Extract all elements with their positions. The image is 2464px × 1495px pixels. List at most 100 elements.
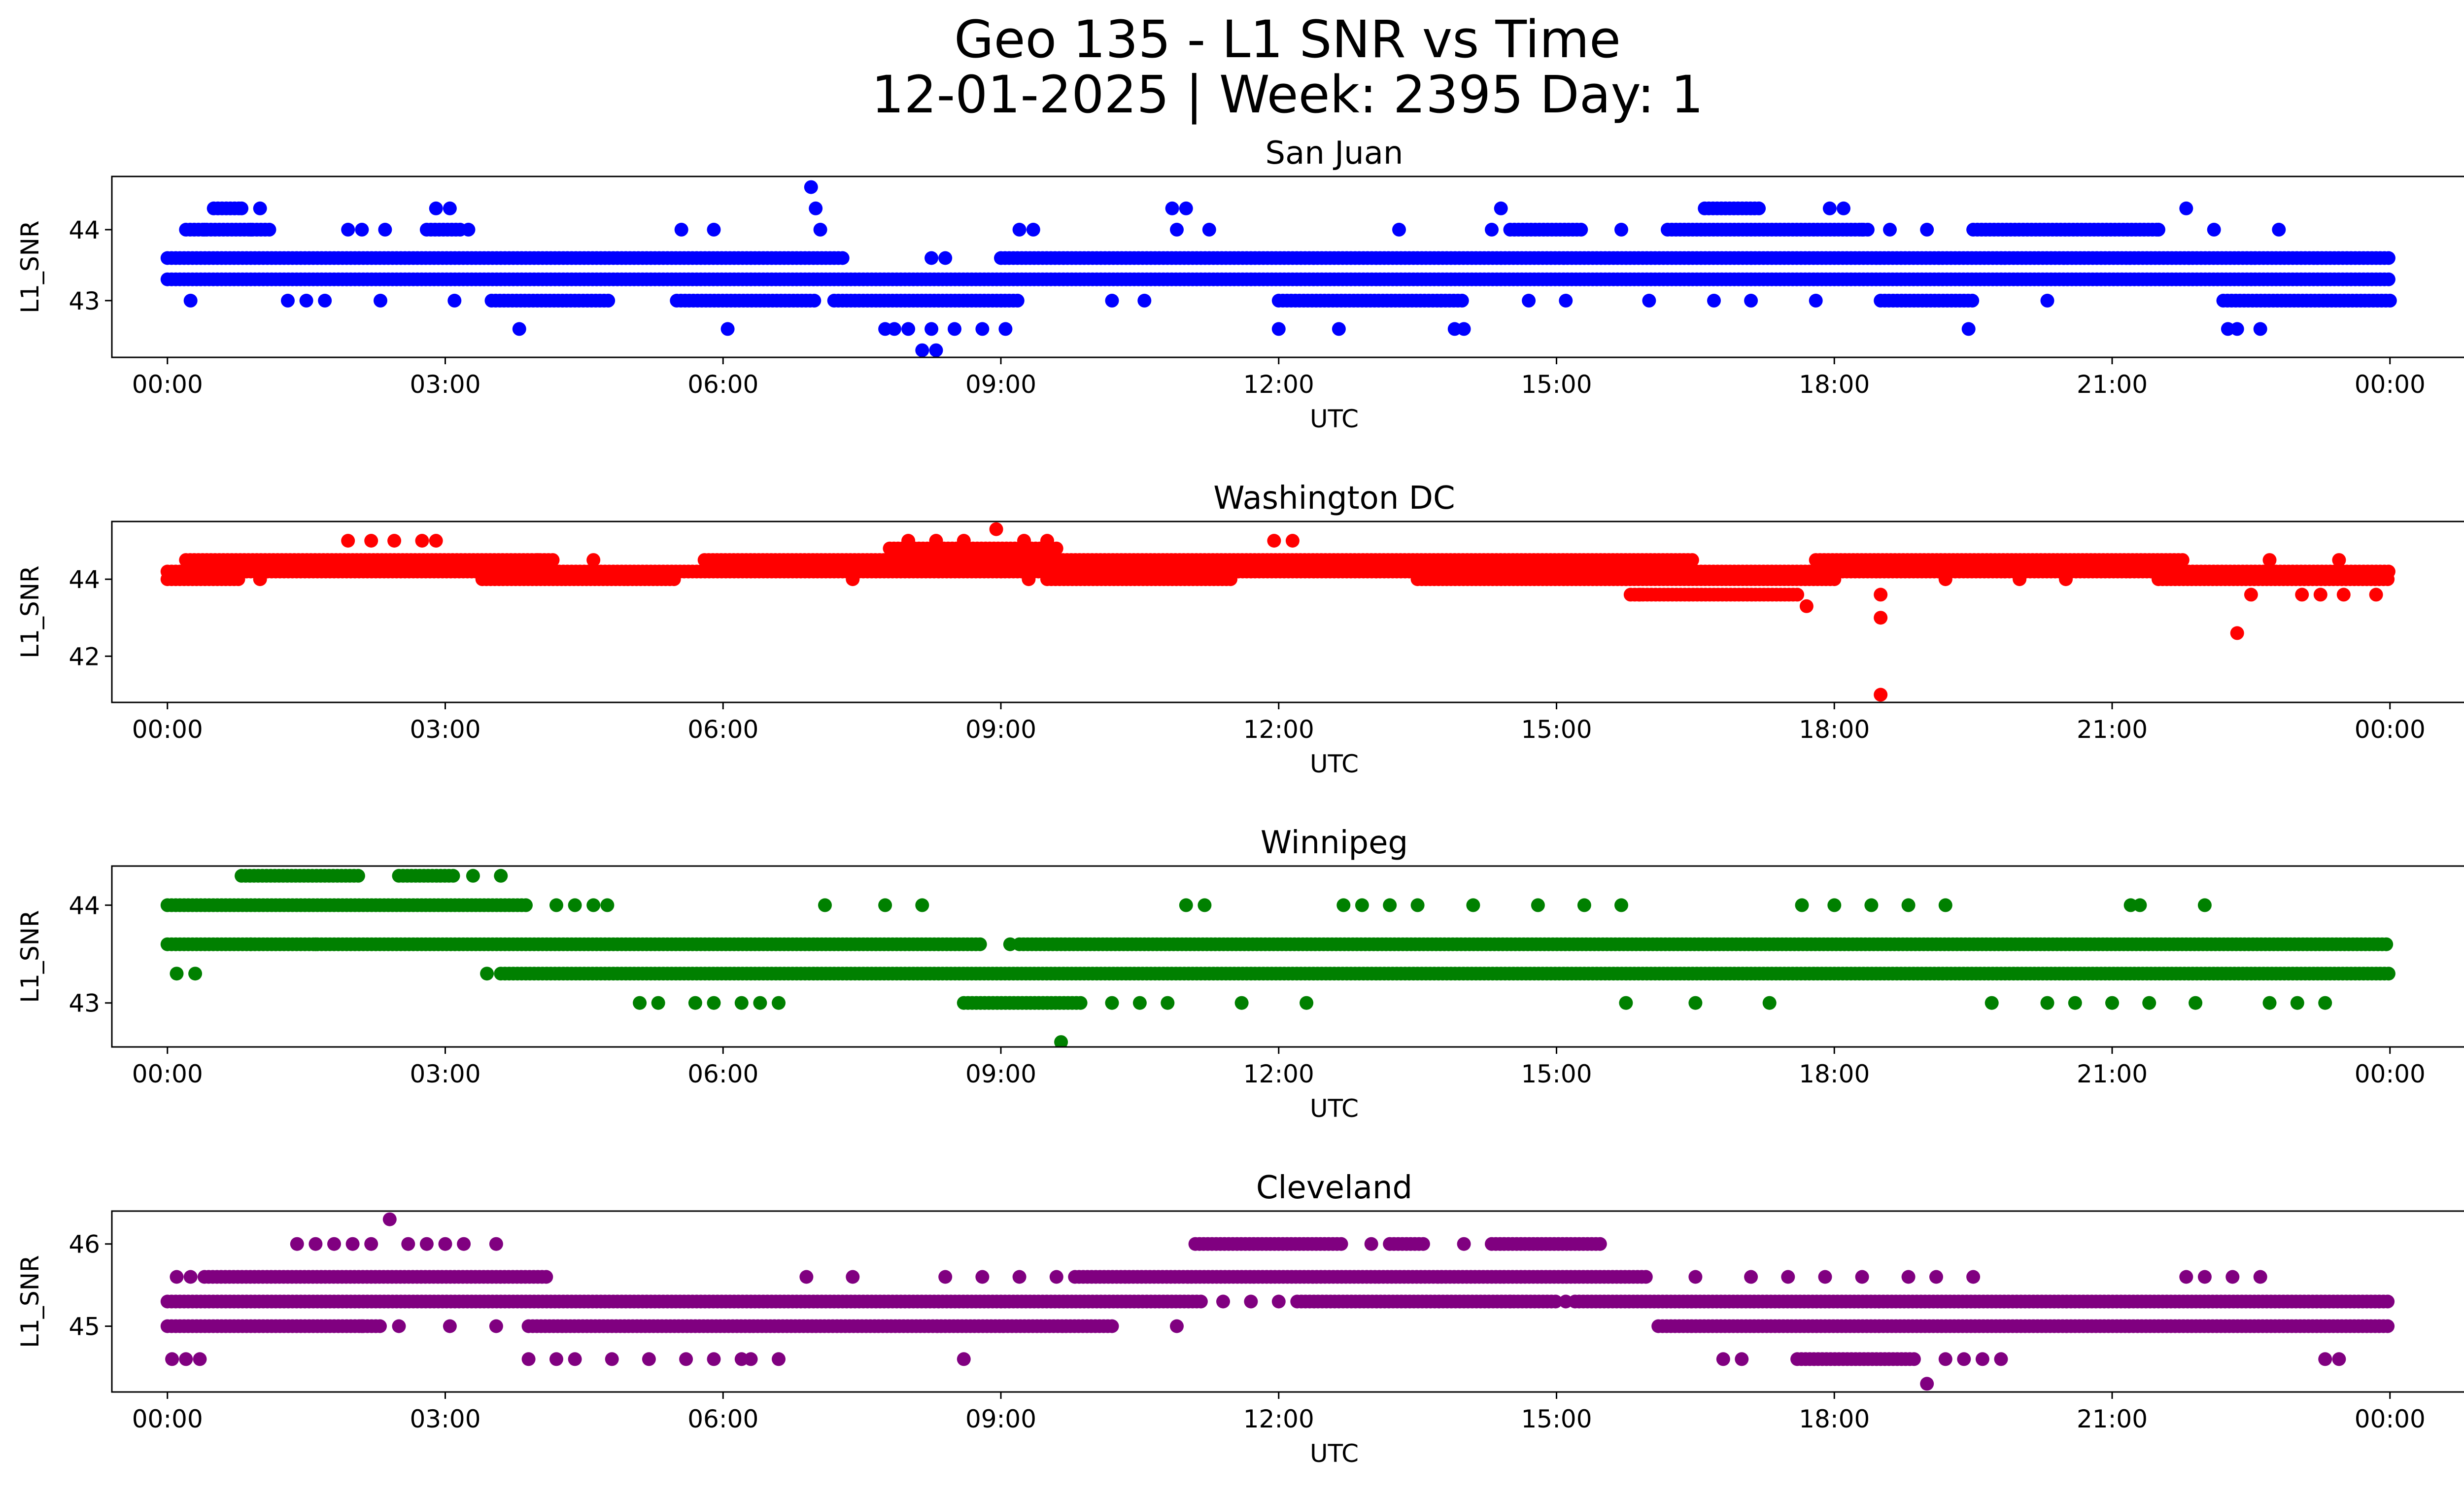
- data-point: [2230, 626, 2244, 640]
- data-point: [929, 343, 943, 357]
- data-point: [494, 869, 508, 883]
- data-point: [1383, 898, 1397, 912]
- data-point: [374, 293, 387, 308]
- axes-frame-washington-dc: [111, 521, 2464, 703]
- y-tick-label: 44: [68, 216, 100, 244]
- y-axis-label: L1_SNR: [16, 565, 44, 659]
- data-point: [1170, 222, 1184, 237]
- data-point: [720, 322, 735, 336]
- axes-frame-winnipeg: [111, 865, 2464, 1048]
- data-point: [243, 937, 258, 951]
- data-point: [1874, 688, 1888, 702]
- data-point: [1017, 534, 1031, 548]
- data-point: [1548, 1294, 1563, 1309]
- data-point: [1234, 996, 1249, 1010]
- data-point: [2336, 588, 2351, 602]
- data-point: [887, 322, 901, 336]
- data-point: [446, 869, 460, 883]
- data-point: [1054, 1035, 1068, 1047]
- y-tick-label: 43: [68, 989, 100, 1018]
- y-axis-label: L1_SNR: [16, 220, 44, 313]
- data-point: [807, 293, 821, 308]
- data-point: [1332, 322, 1346, 336]
- data-point: [846, 572, 860, 587]
- data-point: [1161, 996, 1175, 1010]
- data-point: [1026, 222, 1040, 237]
- data-point: [2179, 201, 2193, 215]
- data-point: [183, 293, 198, 308]
- data-point: [1073, 996, 1088, 1010]
- data-point: [170, 967, 184, 981]
- data-point: [753, 996, 767, 1010]
- data-point: [734, 996, 749, 1010]
- x-tick-label: 15:00: [1521, 715, 1592, 744]
- x-tick-label: 03:00: [410, 370, 480, 399]
- data-point: [1105, 1319, 1119, 1333]
- data-point: [1938, 572, 1952, 587]
- data-point: [1012, 222, 1027, 237]
- data-point: [318, 293, 332, 308]
- data-point: [1790, 588, 1805, 602]
- data-point: [1336, 898, 1351, 912]
- data-point: [1179, 898, 1193, 912]
- data-point: [2105, 996, 2119, 1010]
- data-point: [901, 322, 916, 336]
- data-point: [901, 534, 916, 548]
- data-point: [600, 898, 615, 912]
- axes-frame-san-juan: [111, 175, 2464, 358]
- data-point: [1285, 534, 1300, 548]
- data-point: [1202, 222, 1216, 237]
- data-point: [2262, 553, 2277, 567]
- data-point: [2175, 553, 2190, 567]
- data-point: [1132, 996, 1147, 1010]
- data-point: [1837, 201, 1850, 215]
- data-point: [531, 553, 545, 567]
- data-point: [2040, 293, 2054, 308]
- y-tick-label: 42: [68, 642, 100, 671]
- data-point: [915, 343, 929, 357]
- x-tick-label: 21:00: [2077, 715, 2148, 744]
- data-point: [1049, 541, 1063, 556]
- data-point: [253, 572, 267, 587]
- data-point: [1985, 996, 1999, 1010]
- data-point: [549, 898, 563, 912]
- data-point: [2272, 222, 2286, 237]
- data-point: [2262, 996, 2277, 1010]
- data-point: [235, 201, 249, 215]
- data-point: [568, 898, 582, 912]
- x-tick-label: 09:00: [965, 1060, 1036, 1088]
- data-point: [281, 293, 295, 308]
- data-point: [1744, 293, 1758, 308]
- data-point: [1685, 553, 1699, 567]
- data-point: [1938, 898, 1952, 912]
- data-point: [2230, 322, 2244, 336]
- y-tick-label: 44: [68, 565, 100, 594]
- data-point: [948, 322, 961, 336]
- data-point: [351, 869, 365, 883]
- data-point: [188, 967, 203, 981]
- data-point: [651, 996, 665, 1010]
- data-point: [835, 251, 850, 265]
- x-tick-label: 06:00: [687, 715, 758, 744]
- data-point: [2383, 293, 2397, 308]
- data-point: [1522, 293, 1536, 308]
- data-point: [355, 222, 369, 237]
- data-point: [1707, 293, 1721, 308]
- data-point: [2313, 588, 2327, 602]
- data-point: [378, 222, 392, 237]
- data-point: [1494, 201, 1508, 215]
- x-tick-label: 15:00: [1521, 1060, 1592, 1088]
- data-point: [197, 222, 211, 237]
- x-tick-label: 09:00: [965, 715, 1036, 744]
- x-tick-label: 12:00: [1243, 370, 1314, 399]
- data-point: [2318, 996, 2332, 1010]
- data-point: [1874, 611, 1888, 625]
- data-point: [804, 180, 818, 194]
- data-point: [1165, 201, 1179, 215]
- x-tick-label: 15:00: [1521, 370, 1592, 399]
- data-point: [2207, 222, 2221, 237]
- x-tick-label: 18:00: [1799, 1060, 1870, 1088]
- data-point: [1619, 996, 1633, 1010]
